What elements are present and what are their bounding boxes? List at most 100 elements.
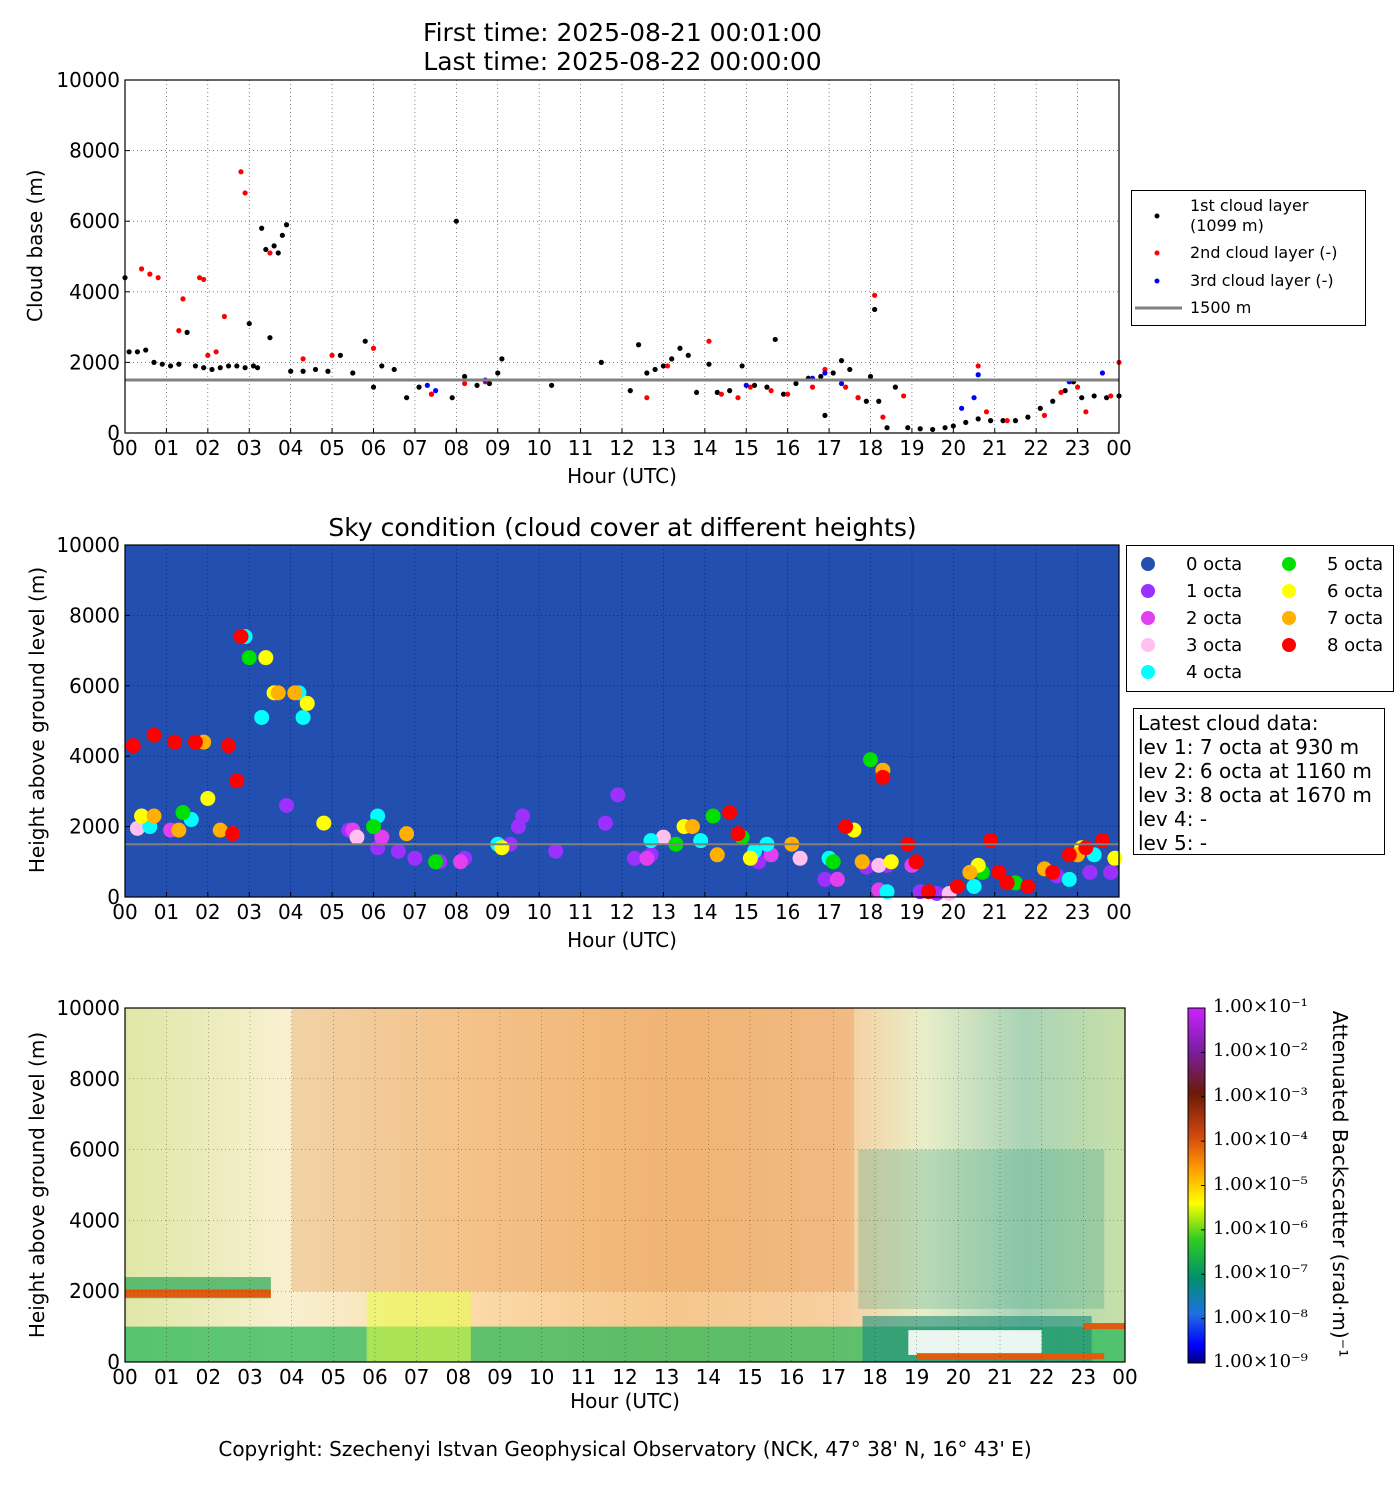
octa-legend-dot-0 [1141,557,1155,571]
p1-xtick-label: 23 [1065,436,1090,460]
p1-xtick-label: 06 [361,436,386,460]
p1-point-layer1 [495,370,501,376]
p1-xtick-label: 04 [278,436,303,460]
p3-xtick-label: 00 [1112,1365,1137,1389]
p2-point-octa1 [1082,864,1098,880]
p1-point-layer2 [201,276,207,283]
p2-point-octa3 [792,850,808,866]
p1-point-layer2 [221,313,227,320]
p1-point-layer2 [706,338,712,344]
p2-point-octa7 [962,864,978,880]
p2-point-octa7 [171,822,187,838]
p1-point-layer1 [126,349,132,355]
p2-point-octa6 [316,815,332,831]
p1-point-layer3 [433,388,439,394]
p1-point-layer2 [735,395,741,401]
p3-xtick-label: 16 [779,1365,804,1389]
p2-point-octa6 [200,790,216,806]
p2-point-octa5 [428,854,444,870]
p2-point-octa1 [515,808,531,824]
p3-ytick-label: 8000 [69,1067,120,1091]
p1-xtick-label: 18 [858,436,883,460]
p1-point-layer1 [1091,393,1097,399]
p1-point-layer3 [1099,370,1106,376]
latest-lev1: lev 1: 7 octa at 930 m [1138,735,1360,759]
p1-point-layer1 [548,382,555,388]
octa-legend-label-3: 3 octa [1186,635,1243,656]
p1-point-layer1 [1025,414,1031,420]
p2-xtick-label: 06 [361,900,386,924]
p1-point-layer1 [499,356,505,362]
p1-point-layer1 [772,336,778,343]
p1-point-layer2 [718,391,725,397]
p1-point-layer2 [1108,393,1114,399]
p1-point-layer1 [838,358,845,364]
p2-point-octa2 [374,829,390,845]
p2-point-octa7 [287,685,303,701]
latest-lev5: lev 5: - [1138,831,1208,855]
p2-xtick-label: 10 [526,900,551,924]
p3-ytick-label: 10000 [56,996,120,1020]
p1-point-layer2 [872,292,878,298]
p1-point-layer1 [1062,388,1068,394]
p1-point-layer3 [822,370,828,376]
p1-point-layer1 [300,368,306,374]
p2-point-octa2 [639,850,655,866]
p1-xtick-label: 17 [816,436,841,460]
p1-point-layer1 [271,243,277,249]
legend-dot-layer2 [1154,250,1160,256]
latest-lev3: lev 3: 8 octa at 1670 m [1138,783,1372,807]
octa-legend-dot-2 [1141,611,1155,625]
p1-point-layer1 [176,361,182,367]
p1-point-layer1 [685,352,691,358]
p2-point-octa8 [187,734,203,750]
p1-point-layer3 [959,405,965,411]
p2-xtick-label: 04 [278,900,303,924]
p1-point-layer1 [312,366,319,373]
p2-point-octa7 [270,685,286,701]
p1-frame [124,79,1120,434]
cloud-base-chart: 00 01 02 03 04 05 06 07 08 09 10 11 12 13 14 15 16 17 18 19… [56,68,1131,460]
p1-point-layer3 [971,395,977,401]
octa-legend-label-6: 6 octa [1327,581,1384,602]
p2-point-octa4 [879,884,895,900]
p3-xtick-label: 09 [487,1365,512,1389]
p1-xtick-label: 10 [526,436,551,460]
p2-xtick-label: 07 [402,900,427,924]
p1-point-layer1 [1103,395,1110,401]
p2-ytick-label: 4000 [69,744,120,768]
p1-point-layer2 [138,266,145,272]
p1-xtick-label: 12 [609,436,634,460]
p2-xtick-label: 17 [816,900,841,924]
p1-point-layer1 [449,395,455,401]
p1-point-layer1 [391,366,397,373]
p1-point-layer1 [644,370,650,376]
p1-point-layer1 [242,365,248,371]
p1-point-layer2 [147,271,153,277]
p1-xtick-label: 01 [154,436,179,460]
p1-point-layer2 [370,345,377,351]
p1-point-layer1 [337,352,343,358]
octa-legend-dot-3 [1141,638,1155,652]
p2-point-octa5 [175,805,191,821]
p1-point-layer2 [975,363,981,369]
p1-ytick-label: 10000 [56,68,120,92]
p1-point-layer1 [250,363,256,369]
panel1-xlabel: Hour (UTC) [567,464,677,488]
p2-point-octa6 [258,650,274,666]
p2-point-octa3 [871,857,887,873]
p2-xtick-label: 21 [982,900,1007,924]
p1-point-layer1 [793,380,799,387]
latest-lev2: lev 2: 6 octa at 1160 m [1138,759,1372,783]
p1-point-layer1 [246,320,252,327]
p1-point-layer1 [254,365,261,371]
octa-legend-label-0: 0 octa [1186,554,1243,575]
p1-point-layer1 [963,419,969,426]
p1-point-layer1 [379,363,385,369]
p1-point-layer1 [143,347,149,353]
p3-ytick-label: 2000 [69,1279,120,1303]
p2-point-octa5 [863,752,878,768]
p2-xtick-label: 08 [444,900,469,924]
p1-xtick-label: 08 [444,436,469,460]
p1-point-layer1 [706,361,712,367]
